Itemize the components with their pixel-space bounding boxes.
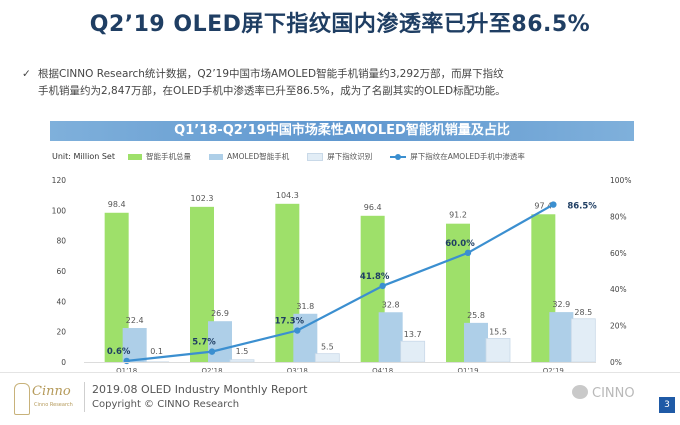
logo-seal-icon — [14, 383, 30, 415]
legend-label-amoled: AMOLED智能手机 — [227, 152, 290, 161]
y-left-tick-label: 120 — [52, 176, 67, 185]
x-tick-label: Q2’19 — [543, 367, 564, 372]
x-tick-label: Q1’19 — [457, 367, 478, 372]
penetration-label: 17.3% — [275, 317, 305, 327]
report-name: 2019.08 OLED Industry Monthly Report — [92, 383, 308, 396]
bar-total-label: 91.2 — [449, 211, 467, 220]
bar-total-label: 102.3 — [191, 194, 214, 203]
cinno-logo: Cinno Cinno Research — [14, 381, 84, 415]
bar-fingerprint-label: 28.5 — [574, 308, 592, 317]
legend-item-total: 智能手机总量 — [128, 151, 191, 162]
penetration-label: 0.6% — [107, 347, 131, 357]
logo-wordmark: Cinno — [32, 384, 71, 399]
watermark-text: CINNO — [592, 386, 635, 401]
penetration-point — [123, 357, 130, 365]
penetration-label: 86.5% — [567, 202, 597, 212]
y-right-tick-label: 100% — [610, 176, 631, 185]
legend-label-total: 智能手机总量 — [146, 152, 191, 161]
bar-amoled — [549, 312, 574, 362]
bar-amoled-label: 31.8 — [296, 302, 314, 311]
bar-amoled — [122, 328, 147, 362]
bar-total-label: 98.4 — [108, 200, 126, 209]
bar-amoled-label: 32.9 — [552, 300, 570, 309]
bar-fingerprint — [229, 359, 255, 363]
y-left-tick-label: 0 — [61, 358, 66, 367]
bar-line-chart: 0 20 40 60 80 100 120 0% 20% 40% 60% 80% 100% 98.4 22.… — [52, 176, 632, 372]
bar-fingerprint — [314, 353, 340, 363]
y-left-tick-label: 20 — [56, 328, 66, 337]
legend-swatch-fingerprint — [307, 152, 324, 161]
bar-total-label: 96.4 — [364, 203, 382, 212]
y-left-tick-label: 40 — [56, 297, 66, 306]
bar-total-label: 104.3 — [276, 191, 299, 200]
legend-swatch-penetration — [390, 153, 407, 160]
chart-title: Q1’18-Q2’19中国市场柔性AMOLED智能机销量及占比 — [50, 121, 634, 141]
watermark: CINNO — [572, 385, 635, 401]
x-tick-label: Q4’18 — [372, 367, 393, 372]
chart-legend: 智能手机总量 AMOLED智能手机 屏下指纹识别 屏下指纹在AMOLED手机中渗… — [128, 151, 525, 162]
legend-item-amoled: AMOLED智能手机 — [209, 151, 289, 162]
penetration-point — [294, 327, 301, 334]
bar-amoled — [378, 312, 403, 362]
y-right-tick-label: 40% — [610, 285, 627, 294]
unit-label: Unit: Million Set — [52, 152, 115, 161]
legend-label-fingerprint: 屏下指纹识别 — [327, 152, 373, 161]
penetration-point — [379, 282, 386, 290]
bar-total-label: 97.4 — [534, 201, 552, 210]
penetration-label: 60.0% — [445, 239, 475, 249]
footer-divider — [0, 372, 680, 373]
x-tick-label: Q3’18 — [287, 367, 308, 372]
penetration-point — [208, 348, 216, 355]
y-right-tick-label: 20% — [610, 322, 627, 331]
page-title: Q2’19 OLED屏下指纹国内渗透率已升至86.5% — [89, 12, 591, 37]
bar-fingerprint-label: 13.7 — [404, 330, 422, 339]
bar-amoled — [464, 322, 488, 362]
legend-label-penetration: 屏下指纹在AMOLED手机中渗透率 — [410, 152, 525, 161]
summary-line-2: 手机销量约为2,847万部，在OLED手机中渗透率已升至86.5%，成为了名副其… — [38, 85, 506, 97]
penetration-point — [464, 249, 472, 256]
page-number: 3 — [659, 397, 675, 413]
penetration-label: 5.7% — [192, 338, 216, 348]
legend-item-fingerprint: 屏下指纹识别 — [307, 151, 372, 162]
bar-amoled-label: 32.8 — [382, 300, 400, 309]
footer-vertical-divider — [84, 382, 85, 412]
bar-total — [104, 212, 129, 362]
x-tick-label: Q2’18 — [201, 367, 222, 372]
bar-amoled-label: 26.9 — [211, 309, 229, 318]
y-left-tick-label: 100 — [52, 206, 67, 215]
y-right-tick-label: 0% — [610, 358, 622, 367]
bar-amoled-label: 25.8 — [467, 311, 485, 320]
penetration-label: 41.8% — [360, 272, 390, 282]
summary-text: ✓ 根据CINNO Research统计数据，Q2’19中国市场AMOLED智能… — [22, 66, 648, 100]
summary-line-1: 根据CINNO Research统计数据，Q2’19中国市场AMOLED智能手机… — [38, 68, 504, 80]
penetration-line — [126, 203, 554, 363]
bar-fingerprint — [570, 318, 596, 363]
check-icon: ✓ — [22, 68, 31, 80]
y-right-tick-label: 60% — [610, 249, 627, 258]
y-right-tick-label: 80% — [610, 212, 627, 221]
bar-fingerprint-label: 5.5 — [321, 343, 334, 352]
bar-fingerprint-label: 15.5 — [489, 327, 507, 336]
wechat-icon — [572, 385, 588, 399]
copyright: Copyright © CINNO Research — [92, 399, 240, 410]
x-tick-label: Q1’18 — [116, 367, 137, 372]
y-left-tick-label: 80 — [56, 237, 66, 246]
legend-swatch-total — [128, 153, 142, 160]
bar-fingerprint — [485, 338, 511, 363]
bar-fingerprint — [400, 340, 426, 363]
legend-item-penetration: 屏下指纹在AMOLED手机中渗透率 — [390, 151, 525, 162]
bar-amoled — [208, 321, 232, 362]
logo-subtext: Cinno Research — [34, 402, 73, 408]
bar-amoled-label: 22.4 — [126, 316, 144, 325]
legend-swatch-amoled — [209, 153, 223, 160]
penetration-point — [550, 201, 557, 208]
y-left-tick-label: 60 — [56, 267, 66, 276]
bar-fingerprint-label: 0.1 — [150, 347, 163, 356]
bar-fingerprint-label: 1.5 — [236, 347, 249, 356]
